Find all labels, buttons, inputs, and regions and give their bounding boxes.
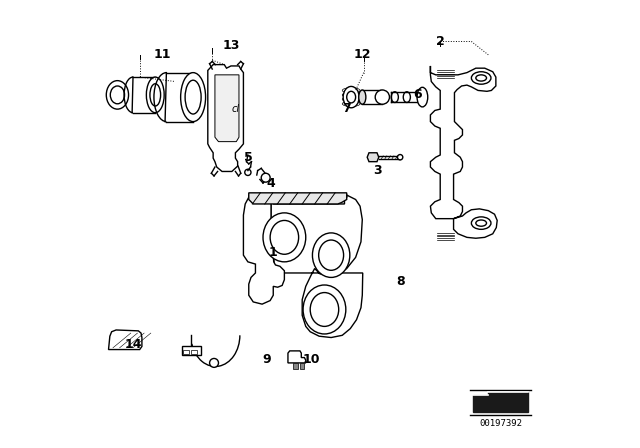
Polygon shape	[249, 193, 347, 204]
Ellipse shape	[147, 77, 164, 113]
Bar	[300, 363, 304, 369]
Text: cl: cl	[231, 104, 239, 114]
Polygon shape	[109, 330, 142, 349]
Text: 9: 9	[262, 353, 271, 366]
Text: 1: 1	[269, 246, 278, 259]
Ellipse shape	[209, 358, 218, 367]
Polygon shape	[243, 195, 284, 304]
Ellipse shape	[359, 90, 366, 104]
Text: 12: 12	[353, 48, 371, 61]
Ellipse shape	[472, 72, 491, 84]
Polygon shape	[367, 153, 379, 162]
Ellipse shape	[261, 173, 270, 182]
Text: 3: 3	[374, 164, 382, 177]
Polygon shape	[288, 351, 306, 363]
Ellipse shape	[417, 87, 428, 107]
Text: 6: 6	[413, 88, 422, 101]
Bar	[182, 345, 201, 355]
Bar	[183, 349, 189, 354]
Polygon shape	[208, 65, 243, 172]
Ellipse shape	[263, 213, 306, 262]
Bar	[191, 349, 196, 354]
Text: 5: 5	[244, 151, 253, 164]
Text: 14: 14	[124, 338, 141, 351]
Bar	[293, 363, 298, 369]
Ellipse shape	[375, 90, 390, 104]
Ellipse shape	[303, 285, 346, 334]
Text: 00197392: 00197392	[479, 418, 522, 427]
Polygon shape	[431, 66, 497, 238]
Polygon shape	[271, 195, 363, 337]
Text: 4: 4	[267, 177, 275, 190]
Ellipse shape	[180, 73, 205, 121]
Ellipse shape	[472, 217, 491, 229]
Ellipse shape	[397, 155, 403, 160]
Ellipse shape	[312, 233, 350, 277]
Ellipse shape	[343, 86, 359, 108]
Text: 8: 8	[396, 276, 404, 289]
Text: 2: 2	[436, 35, 445, 48]
Text: 10: 10	[302, 353, 320, 366]
Text: 7: 7	[342, 102, 351, 115]
Text: 13: 13	[222, 39, 239, 52]
Text: 11: 11	[153, 48, 171, 61]
Polygon shape	[215, 75, 239, 142]
Ellipse shape	[106, 81, 129, 109]
Polygon shape	[473, 392, 529, 412]
